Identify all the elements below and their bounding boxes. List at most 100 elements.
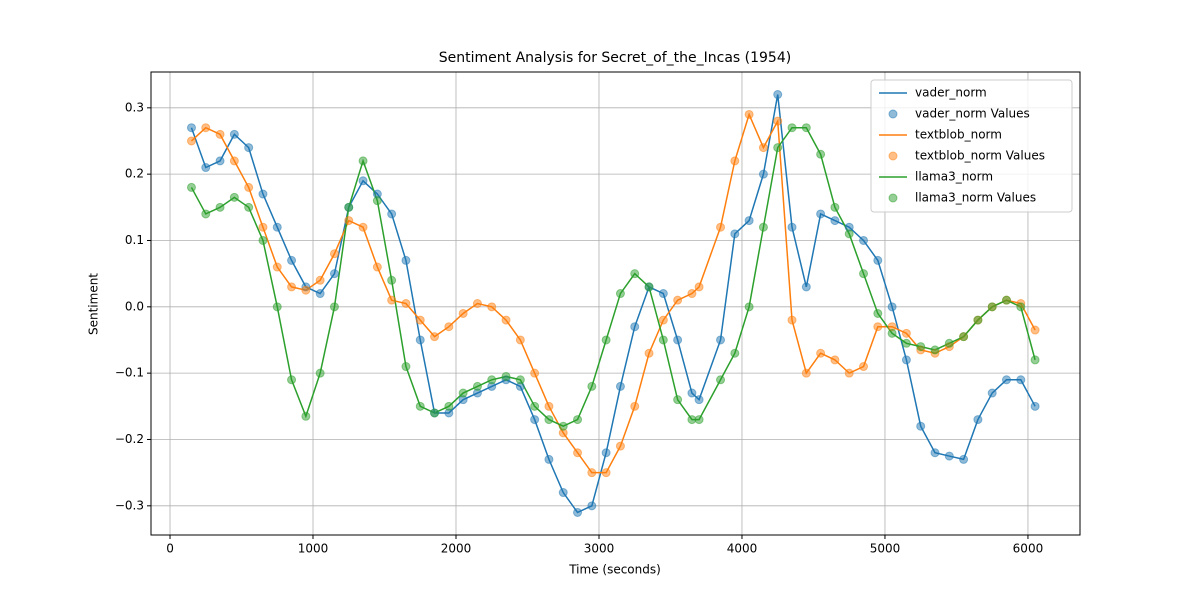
data-point bbox=[673, 295, 683, 305]
data-point bbox=[1030, 401, 1040, 411]
data-point bbox=[930, 448, 940, 458]
data-point bbox=[801, 282, 811, 292]
data-point bbox=[415, 315, 425, 325]
data-point bbox=[501, 371, 511, 381]
y-tick-label: 0.2 bbox=[125, 167, 144, 181]
x-tick-label: 0 bbox=[166, 542, 174, 556]
data-point bbox=[501, 315, 511, 325]
legend-label: llama3_norm bbox=[915, 170, 993, 184]
data-point bbox=[859, 235, 869, 245]
data-point bbox=[716, 335, 726, 345]
data-point bbox=[329, 302, 339, 312]
data-point bbox=[644, 348, 654, 358]
data-point bbox=[758, 222, 768, 232]
data-point bbox=[544, 415, 554, 425]
data-point bbox=[615, 381, 625, 391]
data-point bbox=[744, 216, 754, 226]
data-point bbox=[344, 202, 354, 212]
data-point bbox=[301, 285, 311, 295]
data-point bbox=[587, 381, 597, 391]
data-point bbox=[430, 408, 440, 418]
data-point bbox=[830, 202, 840, 212]
data-point bbox=[573, 507, 583, 517]
data-point bbox=[730, 348, 740, 358]
data-point bbox=[229, 129, 239, 139]
data-point bbox=[1002, 375, 1012, 385]
data-point bbox=[372, 262, 382, 272]
data-point bbox=[816, 209, 826, 219]
data-point bbox=[515, 335, 525, 345]
data-point bbox=[658, 289, 668, 299]
data-point bbox=[315, 289, 325, 299]
x-tick-label: 2000 bbox=[441, 542, 472, 556]
data-point bbox=[530, 401, 540, 411]
data-point bbox=[673, 395, 683, 405]
data-point bbox=[744, 109, 754, 119]
data-point bbox=[887, 302, 897, 312]
data-point bbox=[1016, 375, 1026, 385]
data-point bbox=[201, 209, 211, 219]
data-point bbox=[272, 302, 282, 312]
data-point bbox=[487, 375, 497, 385]
y-tick-label: −0.1 bbox=[115, 366, 144, 380]
legend-label: textblob_norm bbox=[915, 128, 1002, 142]
data-point bbox=[1030, 325, 1040, 335]
data-point bbox=[458, 388, 468, 398]
data-point bbox=[215, 156, 225, 166]
data-point bbox=[816, 149, 826, 159]
x-tick-label: 3000 bbox=[584, 542, 615, 556]
data-point bbox=[873, 255, 883, 265]
legend: vader_norm vader_norm Values textblob_norm… bbox=[870, 79, 1073, 213]
data-point bbox=[215, 129, 225, 139]
data-point bbox=[694, 282, 704, 292]
data-point bbox=[315, 368, 325, 378]
data-point bbox=[186, 123, 196, 133]
data-point bbox=[658, 335, 668, 345]
y-tick-label: 0.1 bbox=[125, 233, 144, 247]
x-tick-label: 4000 bbox=[727, 542, 758, 556]
data-point bbox=[301, 411, 311, 421]
data-point bbox=[773, 90, 783, 100]
data-point bbox=[272, 262, 282, 272]
data-point bbox=[201, 123, 211, 133]
data-point bbox=[401, 255, 411, 265]
legend-marker bbox=[888, 193, 898, 203]
data-point bbox=[401, 299, 411, 308]
data-point bbox=[801, 368, 811, 378]
data-point bbox=[215, 202, 225, 212]
chart-title: Sentiment Analysis for Secret_of_the_Inc… bbox=[439, 50, 791, 66]
data-point bbox=[987, 302, 997, 312]
data-point bbox=[758, 169, 768, 179]
data-point bbox=[630, 269, 640, 279]
data-point bbox=[944, 338, 954, 348]
legend-marker bbox=[888, 109, 898, 119]
data-point bbox=[587, 501, 597, 511]
data-point bbox=[444, 322, 454, 332]
data-point bbox=[387, 275, 397, 285]
data-point bbox=[694, 395, 704, 405]
data-point bbox=[229, 156, 239, 166]
legend-box bbox=[870, 79, 1073, 213]
data-point bbox=[687, 388, 697, 398]
data-point bbox=[1030, 355, 1040, 365]
data-point bbox=[387, 295, 397, 305]
data-point bbox=[415, 401, 425, 411]
data-point bbox=[1002, 295, 1012, 305]
y-axis-label: Sentiment bbox=[87, 273, 101, 335]
data-point bbox=[515, 375, 525, 385]
data-point bbox=[358, 176, 368, 186]
x-tick-label: 1000 bbox=[298, 542, 329, 556]
data-point bbox=[844, 229, 854, 239]
data-point bbox=[973, 315, 983, 325]
data-point bbox=[716, 222, 726, 232]
data-point bbox=[758, 143, 768, 153]
data-point bbox=[787, 315, 797, 325]
data-point bbox=[673, 335, 683, 345]
data-point bbox=[244, 182, 254, 192]
data-point bbox=[716, 375, 726, 385]
data-point bbox=[730, 156, 740, 166]
data-point bbox=[558, 421, 568, 431]
y-tick-label: −0.3 bbox=[115, 498, 144, 512]
data-point bbox=[830, 216, 840, 226]
data-point bbox=[530, 368, 540, 378]
